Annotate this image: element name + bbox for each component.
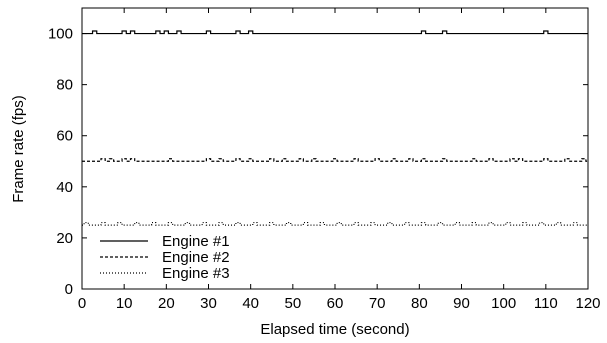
x-tick-label-110: 110: [534, 295, 558, 312]
series-group: [82, 30, 588, 226]
x-tick-label-30: 30: [200, 295, 217, 312]
series-line-2: [82, 158, 588, 162]
x-tick-label-90: 90: [453, 295, 470, 312]
plot-frame: [81, 7, 589, 290]
x-tick-label-60: 60: [327, 295, 344, 312]
x-tick-label-80: 80: [411, 295, 428, 312]
legend-label-2: Engine #2: [162, 249, 230, 266]
y-tick-label-0: 0: [65, 281, 73, 298]
y-tick-label-60: 60: [56, 128, 73, 145]
x-tick-label-50: 50: [284, 295, 301, 312]
y-axis-label: Frame rate (fps): [10, 95, 27, 203]
series-line-1: [82, 30, 588, 35]
x-tick-label-100: 100: [491, 295, 516, 312]
y-tick-label-20: 20: [56, 230, 73, 247]
axis-ticks: 0 10 20 30 40 50 60 70 80 90 100 110 120 0 20 40 60 80 100: [48, 8, 601, 312]
x-tick-label-10: 10: [116, 295, 133, 312]
x-tick-label-40: 40: [242, 295, 259, 312]
x-tick-label-20: 20: [158, 295, 175, 312]
series-line-3: [82, 221, 588, 226]
legend-label-3: Engine #3: [162, 265, 230, 282]
x-tick-label-70: 70: [369, 295, 386, 312]
y-tick-label-80: 80: [56, 77, 73, 94]
y-tick-label-100: 100: [48, 26, 73, 43]
y-tick-label-40: 40: [56, 179, 73, 196]
x-tick-label-0: 0: [78, 295, 86, 312]
legend-label-1: Engine #1: [162, 233, 230, 250]
x-tick-label-120: 120: [575, 295, 600, 312]
x-axis-label: Elapsed time (second): [260, 321, 409, 338]
